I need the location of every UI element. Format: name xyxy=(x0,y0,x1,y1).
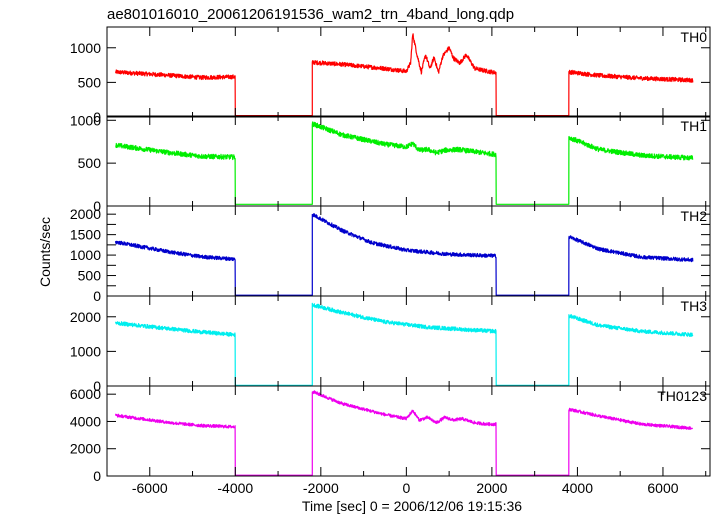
panel-th1: 0 500 1000 TH1 xyxy=(70,112,711,214)
panel-label: TH3 xyxy=(681,298,708,314)
panel-th0123: 0 2000 4000 6000 TH0123 xyxy=(70,385,711,484)
x-tick-label: 2000 xyxy=(476,480,507,496)
x-tick-label: 6000 xyxy=(647,480,678,496)
x-tick-label: 0 xyxy=(402,480,410,496)
series-th1 xyxy=(115,121,694,205)
y-tick-label: 4000 xyxy=(70,413,101,429)
y-tick-label: 0 xyxy=(93,198,101,214)
y-tick-label: 2000 xyxy=(70,309,101,325)
y-tick-label: 1000 xyxy=(70,343,101,359)
y-tick-label: 1500 xyxy=(70,227,101,243)
y-tick-label: 6000 xyxy=(70,386,101,402)
y-tick-label: 2000 xyxy=(70,206,101,222)
panel-label: TH0123 xyxy=(657,388,707,404)
y-tick-label: 1000 xyxy=(70,112,101,128)
x-tick-label: 4000 xyxy=(562,480,593,496)
x-tick-label: -2000 xyxy=(303,480,339,496)
panel-label: TH2 xyxy=(681,208,708,224)
y-tick-label: 0 xyxy=(93,109,101,125)
y-tick-label: 0 xyxy=(93,378,101,394)
x-tick-label: -4000 xyxy=(217,480,253,496)
series-th0 xyxy=(115,33,694,117)
y-tick-label: 500 xyxy=(78,268,102,284)
panel-frame-th0123 xyxy=(106,385,711,477)
panel-th0: 0 500 1000 TH0 xyxy=(70,26,711,125)
panel-th2: 0 500 1000 1500 2000 TH2 xyxy=(70,205,711,304)
y-tick-label: 1000 xyxy=(70,40,101,56)
chart-title: ae801016010_20061206191536_wam2_trn_4ban… xyxy=(107,6,514,23)
panel-label: TH1 xyxy=(681,118,708,134)
y-tick-label: 0 xyxy=(93,288,101,304)
series-th0123 xyxy=(115,390,694,476)
x-axis-label: Time [sec] 0 = 2006/12/06 19:15:36 xyxy=(302,498,522,514)
x-tick-label: -6000 xyxy=(132,480,168,496)
y-tick-label: 0 xyxy=(93,468,101,484)
panel-frame-th0 xyxy=(106,26,711,118)
panel-frame-th3 xyxy=(106,295,711,387)
y-tick-label: 500 xyxy=(78,74,102,90)
y-tick-label: 1000 xyxy=(70,247,101,263)
y-tick-label: 500 xyxy=(78,155,102,171)
panel-label: TH0 xyxy=(681,29,708,45)
panel-frame-th1 xyxy=(106,115,711,207)
y-axis-label: Counts/sec xyxy=(37,217,53,287)
series-th3 xyxy=(115,302,694,386)
panel-th3: 0 1000 2000 TH3 xyxy=(70,295,711,394)
y-tick-label: 2000 xyxy=(70,441,101,457)
panels-group: 0 500 1000 TH0 0 500 1000 TH1 0 500 1000 1500 2000 TH… xyxy=(70,26,711,496)
series-th2 xyxy=(115,213,694,296)
